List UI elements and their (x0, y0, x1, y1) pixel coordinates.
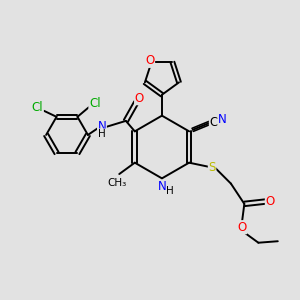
Text: S: S (208, 161, 216, 174)
Text: Cl: Cl (32, 101, 43, 114)
Text: Cl: Cl (89, 97, 100, 110)
Text: C: C (209, 116, 218, 129)
Text: H: H (167, 186, 174, 196)
Text: N: N (158, 180, 167, 193)
Text: H: H (98, 129, 106, 139)
Text: CH₃: CH₃ (107, 178, 127, 188)
Text: N: N (98, 120, 106, 134)
Text: O: O (266, 195, 274, 208)
Text: O: O (135, 92, 144, 105)
Text: N: N (218, 113, 227, 127)
Text: O: O (237, 221, 247, 234)
Text: O: O (145, 54, 154, 68)
